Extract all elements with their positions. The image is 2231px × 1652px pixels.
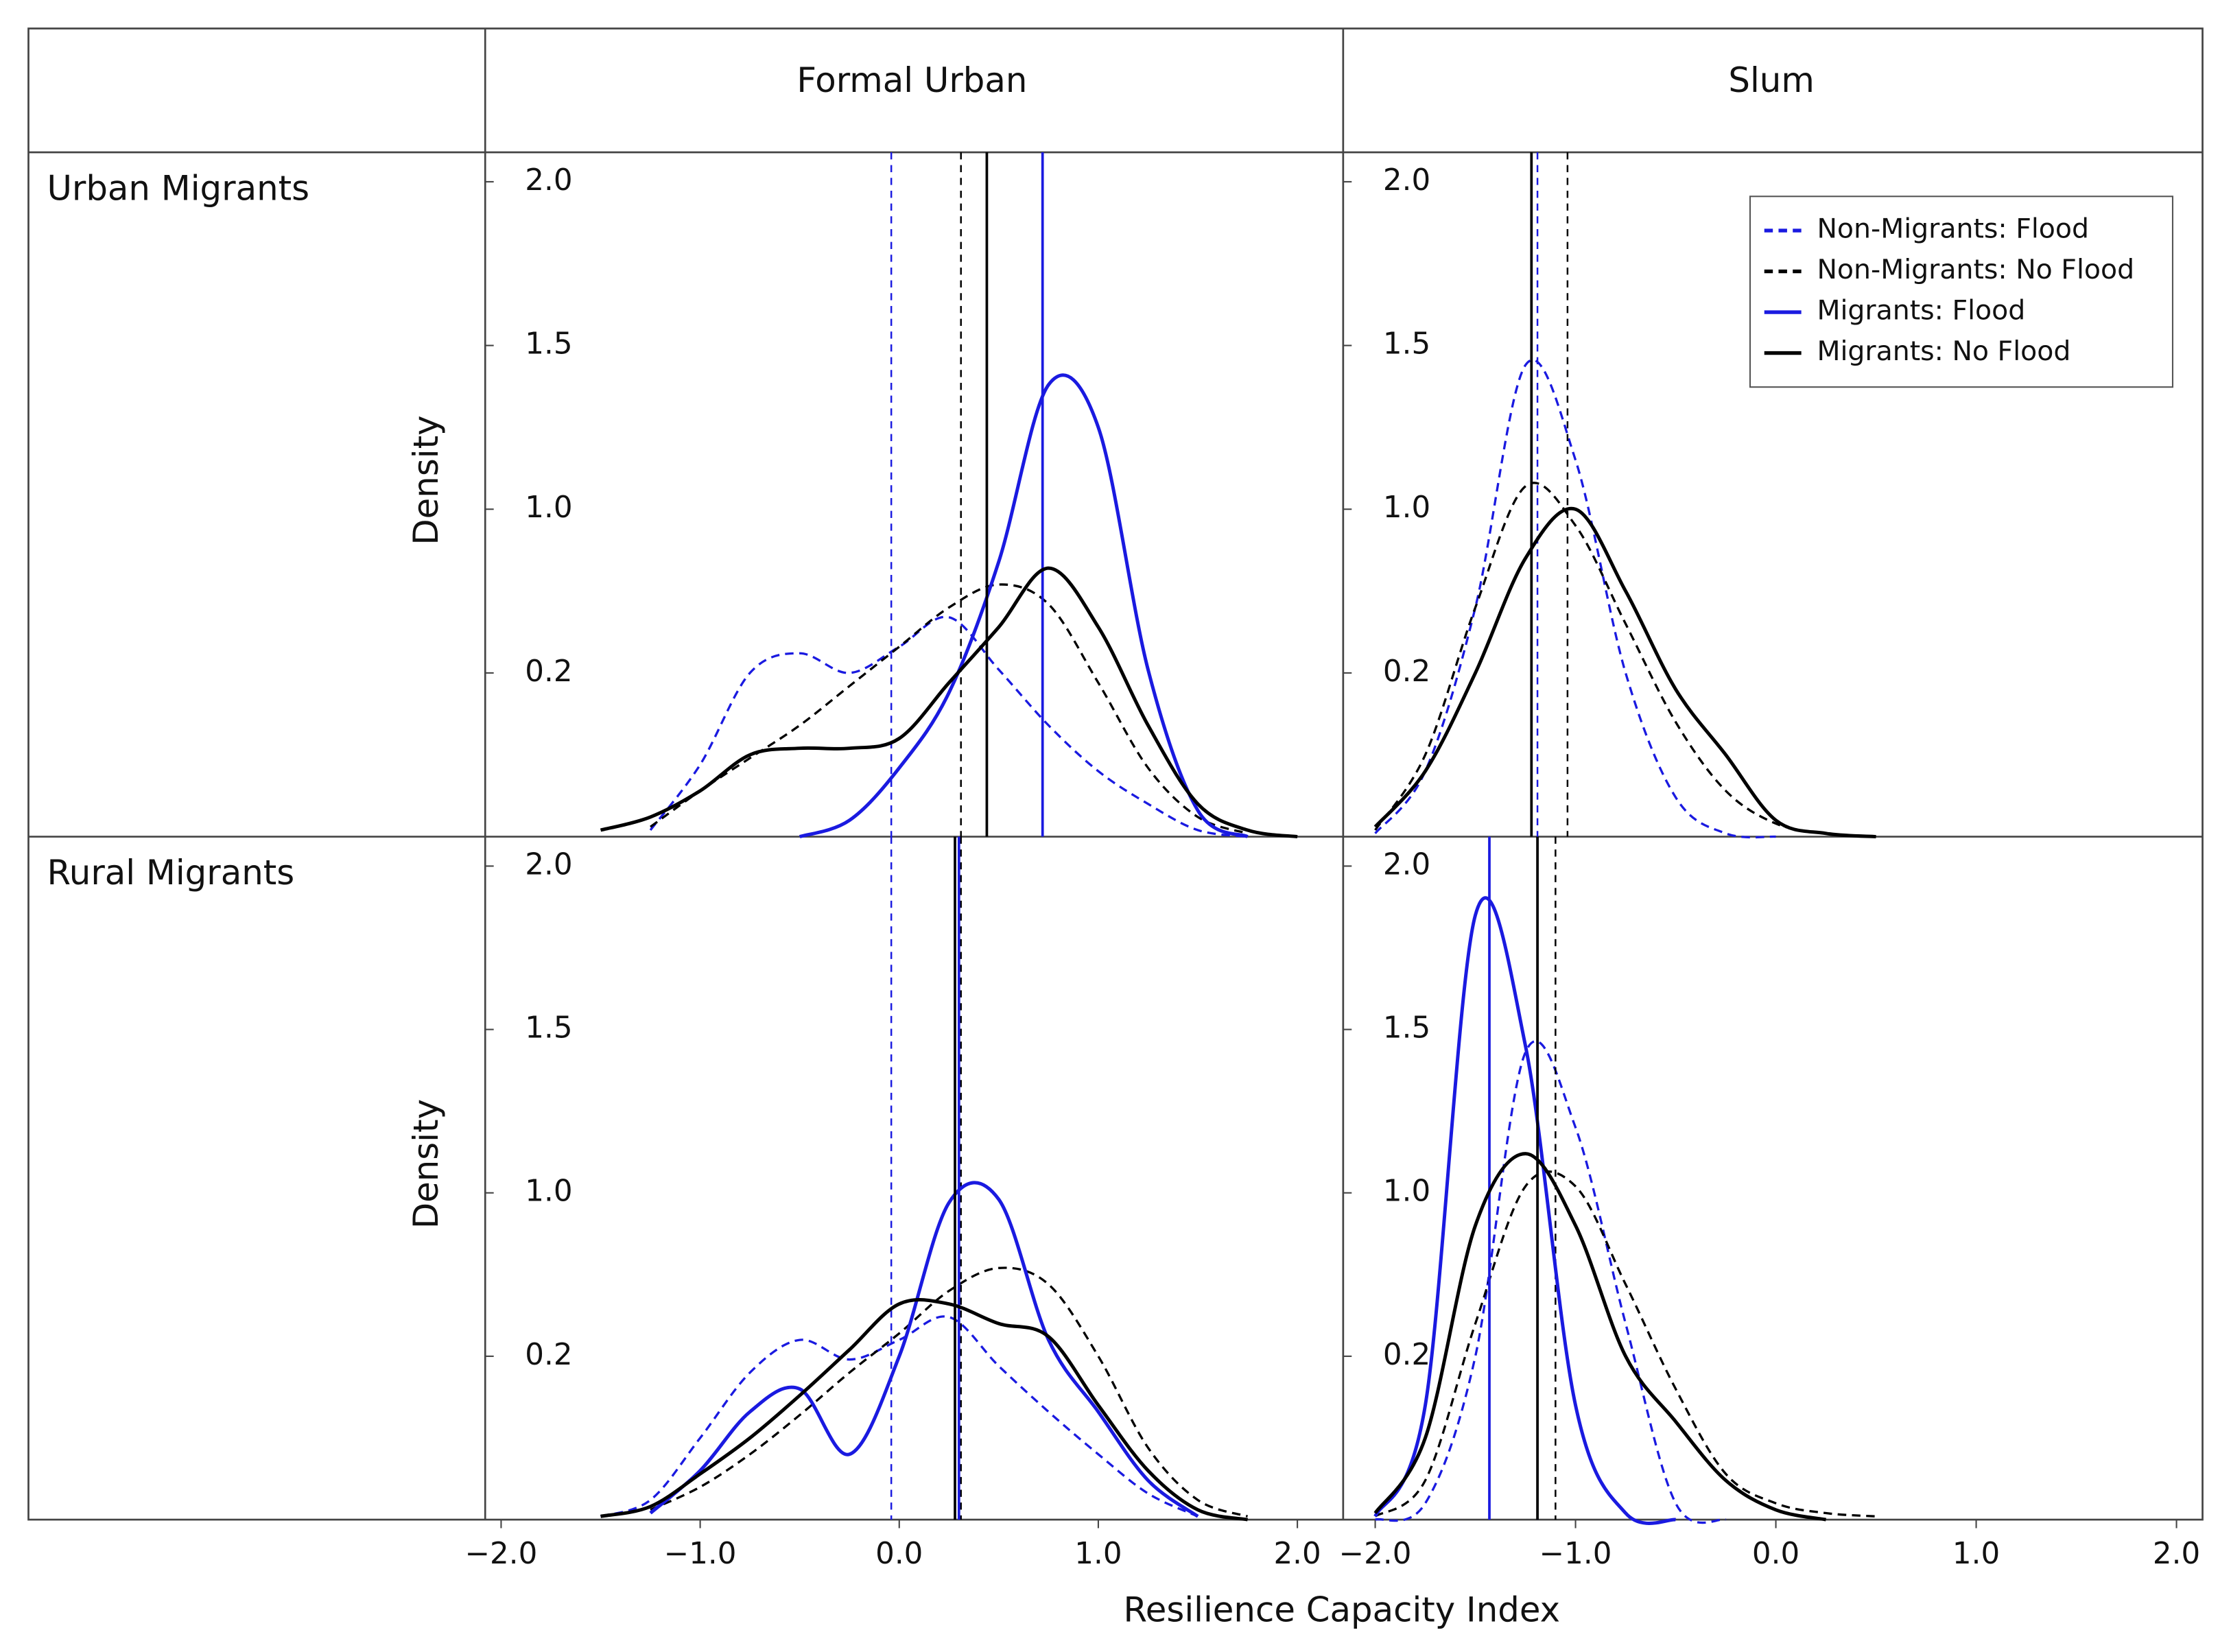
legend-label: Non-Migrants: Flood <box>1817 213 2089 245</box>
x-tick-label: 1.0 <box>1952 1537 2000 1571</box>
density-curve <box>1373 506 1876 839</box>
x-axis-label: Resilience Capacity Index <box>1123 1590 1560 1629</box>
density-curve <box>1373 1152 1827 1522</box>
y-tick-label: 1.0 <box>525 491 572 525</box>
y-tick-label: 1.5 <box>525 327 572 362</box>
legend-box <box>1749 196 2174 388</box>
y-axis-label: Density <box>406 415 446 545</box>
y-tick-label: 0.2 <box>525 1338 572 1372</box>
density-curve <box>649 1181 1199 1518</box>
density-curve <box>649 615 1248 838</box>
y-tick-label: 1.5 <box>525 1011 572 1046</box>
density-curve <box>1374 359 1776 839</box>
density-curve <box>799 373 1249 838</box>
density-curve <box>1374 1170 1876 1518</box>
y-tick-label: 2.0 <box>525 163 572 198</box>
row-header: Rural Migrants <box>47 853 294 893</box>
column-header: Formal Urban <box>796 60 1027 100</box>
y-tick-label: 1.5 <box>1383 327 1430 362</box>
x-tick-label: 0.0 <box>875 1537 923 1571</box>
x-tick-label: 2.0 <box>1273 1537 1321 1571</box>
x-tick-label: −1.0 <box>1539 1537 1612 1571</box>
density-curve <box>650 583 1249 835</box>
legend-label: Non-Migrants: No Flood <box>1817 254 2134 285</box>
y-tick-label: 1.5 <box>1383 1011 1430 1046</box>
x-tick-label: 0.0 <box>1752 1537 1799 1571</box>
x-tick-label: 1.0 <box>1074 1537 1122 1571</box>
y-tick-label: 1.0 <box>1383 1175 1430 1209</box>
legend-label: Migrants: Flood <box>1817 295 2025 327</box>
y-tick-label: 0.2 <box>1383 654 1430 689</box>
y-tick-label: 0.2 <box>1383 1338 1430 1372</box>
y-tick-label: 0.2 <box>525 654 572 689</box>
density-curve <box>600 1298 1249 1522</box>
density-curve <box>650 1266 1249 1518</box>
y-tick-label: 1.0 <box>1383 491 1430 525</box>
y-tick-label: 1.0 <box>525 1175 572 1209</box>
x-tick-label: 2.0 <box>2153 1537 2200 1571</box>
x-tick-label: −2.0 <box>1339 1537 1412 1571</box>
y-tick-label: 2.0 <box>1383 847 1430 882</box>
density-curve <box>1374 482 1876 838</box>
row-header: Urban Migrants <box>47 168 309 208</box>
density-curve <box>1375 1040 1727 1524</box>
density-curve <box>600 1315 1199 1518</box>
y-tick-label: 2.0 <box>1383 163 1430 198</box>
y-axis-label: Density <box>406 1099 446 1229</box>
legend-label: Migrants: No Flood <box>1817 335 2070 367</box>
column-header: Slum <box>1728 60 1814 100</box>
x-tick-label: −2.0 <box>465 1537 538 1571</box>
density-curve <box>1373 896 1676 1525</box>
outer-border <box>27 27 2204 1521</box>
density-curve <box>600 566 1298 839</box>
x-tick-label: −1.0 <box>664 1537 737 1571</box>
y-tick-label: 2.0 <box>525 847 572 882</box>
